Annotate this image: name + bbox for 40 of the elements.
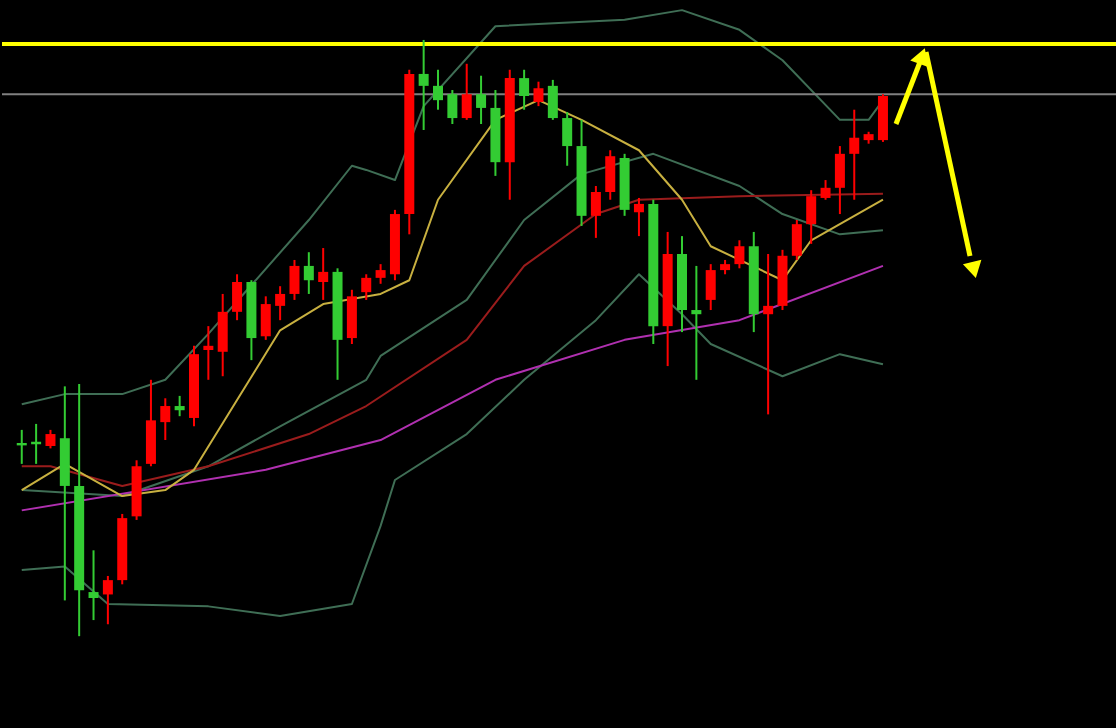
candlestick xyxy=(346,288,357,346)
candlestick xyxy=(59,385,70,602)
candlestick xyxy=(605,149,616,201)
candlestick xyxy=(232,273,243,322)
candlestick xyxy=(849,108,860,201)
candlestick xyxy=(102,574,113,626)
candlestick xyxy=(88,549,99,622)
candlestick xyxy=(145,378,156,468)
candlestick xyxy=(418,38,429,131)
candlestick xyxy=(447,89,458,126)
candlestick xyxy=(834,145,845,216)
candlestick xyxy=(691,264,702,381)
candlestick xyxy=(877,93,888,143)
candlestick xyxy=(260,295,271,341)
candlestick xyxy=(361,273,372,301)
candlestick xyxy=(705,263,716,312)
candlestick xyxy=(590,185,601,239)
candlestick xyxy=(318,247,329,301)
candlestick xyxy=(303,251,314,295)
candlestick xyxy=(791,219,802,261)
candlestick xyxy=(763,253,774,416)
candlestick xyxy=(45,428,56,450)
candlestick xyxy=(375,263,386,285)
candlestick xyxy=(174,394,185,418)
candlestick xyxy=(633,196,644,238)
candlestick xyxy=(476,74,487,126)
candlestick xyxy=(562,111,573,167)
candlestick xyxy=(806,189,817,245)
candlestick xyxy=(433,68,444,111)
candlestick xyxy=(519,68,530,111)
candlestick xyxy=(533,80,544,108)
candlestick xyxy=(217,292,228,378)
candlestick xyxy=(547,78,558,121)
candlestick xyxy=(160,397,171,442)
candlestick xyxy=(203,325,214,381)
candlestick xyxy=(461,62,472,121)
candlestick xyxy=(275,285,286,322)
candlestick xyxy=(734,239,745,270)
candlestick xyxy=(289,258,300,301)
candlestick xyxy=(820,179,831,201)
